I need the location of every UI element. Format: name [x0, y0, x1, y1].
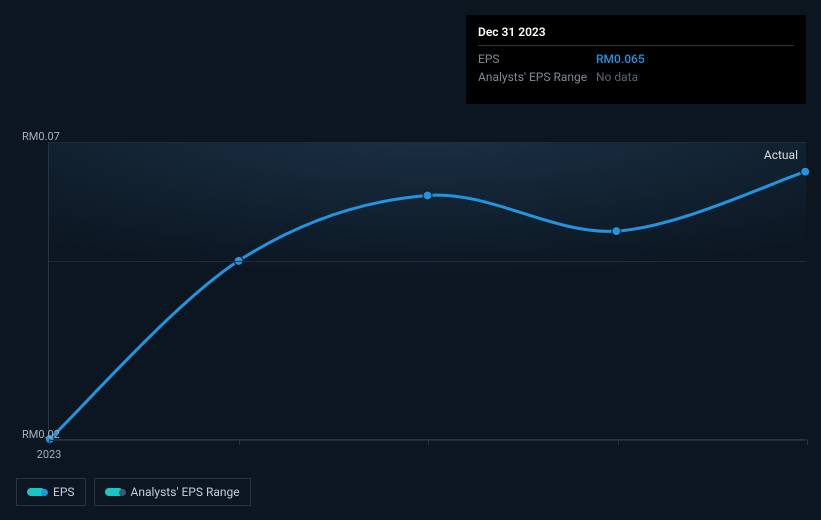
x-tick	[239, 439, 240, 445]
legend-swatch-icon	[105, 488, 123, 496]
x-tick	[807, 439, 808, 445]
tooltip-label: EPS	[478, 52, 596, 66]
tooltip-date: Dec 31 2023	[478, 25, 794, 46]
gridline	[49, 142, 806, 143]
y-axis-label: RM0.02	[22, 428, 60, 441]
data-point[interactable]	[801, 167, 810, 176]
x-tick	[428, 439, 429, 445]
legend-item-eps[interactable]: EPS	[16, 478, 86, 506]
tooltip-panel: Dec 31 2023 EPS RM0.065 Analysts' EPS Ra…	[466, 15, 806, 104]
data-point[interactable]	[423, 191, 432, 200]
tooltip-row-eps: EPS RM0.065	[478, 50, 794, 68]
plot-area[interactable]: Actual 2023	[48, 142, 806, 440]
legend-item-range[interactable]: Analysts' EPS Range	[94, 478, 251, 506]
tooltip-value: RM0.065	[596, 52, 645, 66]
eps-chart: Actual 2023 RM0.07 RM0.02	[16, 120, 806, 460]
line-series	[49, 142, 806, 439]
tooltip-row-range: Analysts' EPS Range No data	[478, 68, 794, 86]
legend: EPS Analysts' EPS Range	[16, 478, 251, 506]
x-axis-label: 2023	[37, 448, 62, 461]
series-line	[50, 172, 805, 439]
y-axis-label: RM0.07	[22, 130, 60, 143]
x-tick	[618, 439, 619, 445]
tooltip-label: Analysts' EPS Range	[478, 70, 596, 84]
legend-label: EPS	[53, 485, 75, 499]
legend-label: Analysts' EPS Range	[131, 485, 240, 499]
legend-swatch-icon	[27, 488, 45, 496]
gridline	[49, 261, 806, 262]
data-point[interactable]	[612, 227, 621, 236]
tooltip-value: No data	[596, 70, 638, 84]
